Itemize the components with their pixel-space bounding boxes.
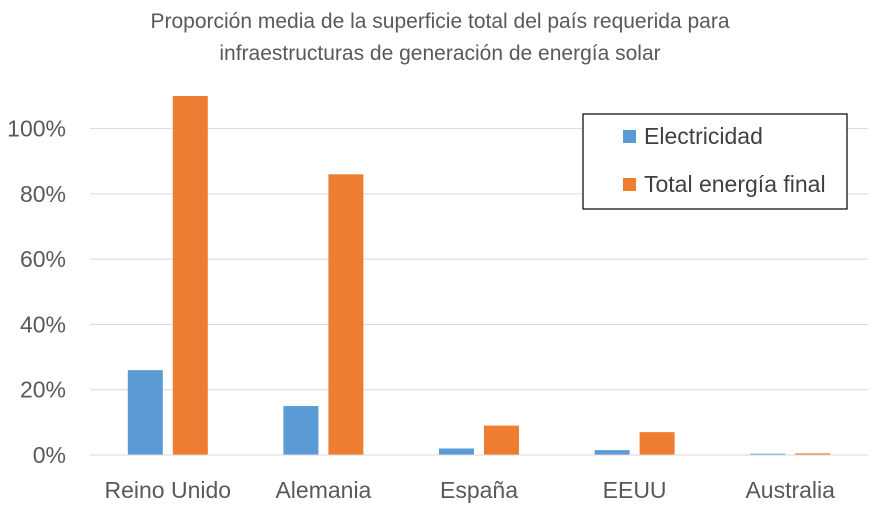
y-tick-label: 20%: [20, 377, 66, 403]
legend-box: [582, 113, 848, 210]
bar-total-energia-final: [795, 453, 831, 455]
bar-electricidad: [594, 450, 630, 455]
y-axis-tick-labels: 0% 20% 40% 60% 80% 100%: [7, 116, 66, 468]
bar-total-energia-final: [328, 174, 364, 455]
y-tick-label: 80%: [20, 181, 66, 207]
bar-electricidad: [439, 448, 474, 455]
y-tick-label: 100%: [7, 116, 66, 142]
y-tick-label: 0%: [33, 442, 66, 468]
legend-label-electricidad: Electricidad: [644, 123, 763, 149]
chart-title-line-2: infraestructuras de generación de energí…: [219, 42, 660, 65]
x-tick-label: Australia: [745, 477, 835, 503]
bar-electricidad: [750, 453, 786, 455]
x-tick-label: España: [440, 477, 518, 503]
bars: [127, 96, 831, 455]
legend-label-total-energia-final: Total energía final: [644, 171, 826, 197]
bar-total-energia-final: [639, 432, 675, 455]
chart-title: Proporción media de la superficie total …: [150, 10, 729, 65]
legend: Electricidad Total energía final: [582, 113, 848, 210]
chart-title-line-1: Proporción media de la superficie total …: [150, 10, 729, 33]
y-tick-label: 60%: [20, 246, 66, 272]
x-axis-tick-labels: Reino Unido Alemania España EEUU Australia: [105, 477, 836, 503]
bar-electricidad: [283, 406, 319, 455]
x-tick-label: Alemania: [275, 477, 371, 503]
legend-swatch-total-energia-final: [623, 178, 636, 191]
x-tick-label: Reino Unido: [105, 477, 232, 503]
legend-swatch-electricidad: [623, 130, 636, 143]
bar-total-energia-final: [172, 96, 208, 455]
bar-electricidad: [127, 370, 163, 455]
x-tick-label: EEUU: [603, 477, 667, 503]
bar-total-energia-final: [484, 425, 519, 455]
y-tick-label: 40%: [20, 311, 66, 337]
